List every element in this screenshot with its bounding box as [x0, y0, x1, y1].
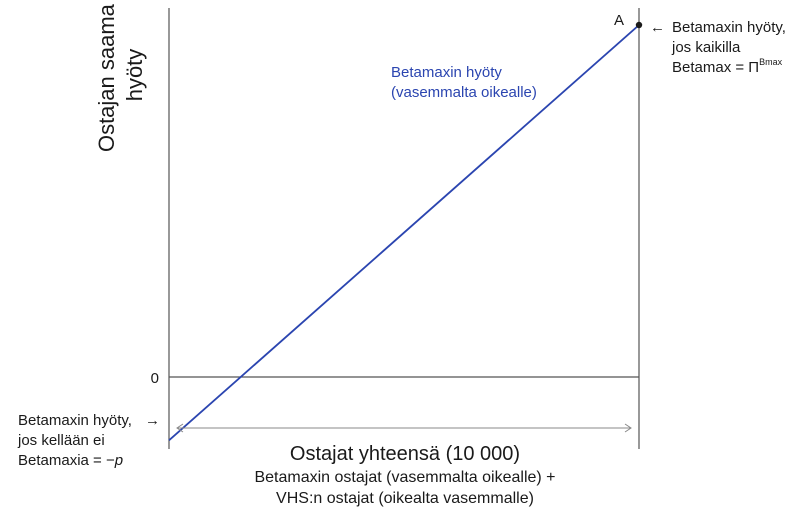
right-annotation-line3: Betamax = ΠBmax: [672, 57, 783, 76]
total-buyers-span-arrow: [176, 423, 632, 433]
series-label-line2: (vasemmalta oikealle): [391, 84, 537, 101]
right-annotation-arrow-icon: ←: [650, 19, 665, 36]
x-axis-subtitle-line1: Betamaxin ostajat (vasemmalta oikealle) …: [254, 469, 555, 486]
y-axis-label-line2: hyöty: [122, 49, 147, 102]
betamax-benefit-line: [168, 24, 640, 442]
right-annotation-line3-sup: Bmax: [759, 57, 783, 67]
series-label: Betamaxin hyöty (vasemmalta oikealle): [391, 64, 537, 101]
y-axis-label: Ostajan saama hyöty: [94, 0, 147, 152]
right-annotation-line1: Betamaxin hyöty,: [672, 19, 786, 36]
left-annotation-line3-prefix: Betamaxia = −: [18, 452, 115, 469]
left-annotation-arrow-icon: →: [145, 412, 160, 429]
x-axis-title: Ostajat yhteensä (10 000): [290, 443, 520, 465]
right-annotation-line2: jos kaikilla: [671, 39, 741, 56]
left-annotation-line1: Betamaxin hyöty,: [18, 412, 132, 429]
left-annotation: Betamaxin hyöty, jos kellään ei: [17, 412, 136, 449]
point-a-marker: [635, 21, 643, 29]
point-a-label: A: [614, 12, 624, 29]
left-annotation-line2: jos kellään ei: [17, 432, 105, 449]
right-annotation: Betamaxin hyöty, jos kaikilla: [671, 19, 790, 56]
x-axis-subtitle-line2: VHS:n ostajat (oikealta vasemmalle): [276, 490, 534, 507]
left-annotation-line3-italic: p: [114, 452, 123, 469]
series-label-line1: Betamaxin hyöty: [391, 64, 502, 81]
zero-tick-label: 0: [151, 370, 159, 387]
right-annotation-line3-prefix: Betamax = Π: [672, 59, 759, 76]
left-annotation-line3: Betamaxia = −p: [18, 452, 123, 469]
y-axis-label-line1: Ostajan saama: [94, 3, 119, 152]
